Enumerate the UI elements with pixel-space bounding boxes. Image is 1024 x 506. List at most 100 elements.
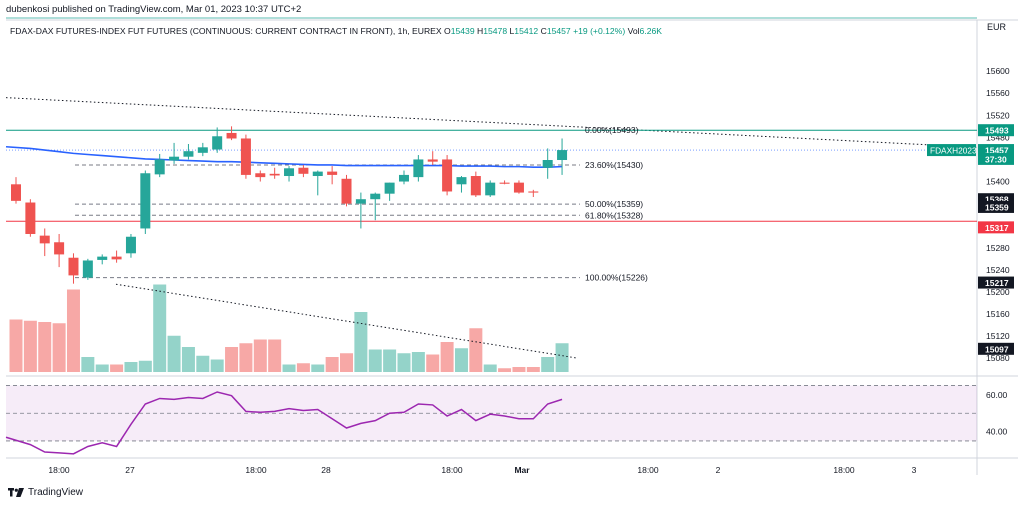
price-change: +19 (+0.12%) [573,26,626,36]
rsi-tick-label: 40.00 [986,427,1008,437]
candle [470,171,481,197]
brand-name: TradingView [28,487,84,498]
volume-bar [311,364,325,372]
candle [442,155,453,196]
y-tick-label: 15480 [986,132,1010,142]
candle-body [355,199,366,204]
candle [542,148,553,179]
candle-body [125,236,136,254]
x-tick-label: 18:00 [245,465,267,475]
candle-body [82,260,93,278]
volume-bar [181,347,195,372]
volume-bar [38,322,52,372]
candle [68,253,79,284]
ohlc-values: O15439 H15478 L15412 C15457 [444,26,573,36]
volume-bar [282,364,296,372]
volume-bar [95,364,109,372]
candle [39,228,50,257]
price-tag [978,200,1014,213]
candle-body [370,193,381,200]
candle-body [513,182,524,193]
candle-body [39,235,50,244]
candle [111,250,122,263]
candle [11,177,21,204]
candle [140,170,151,234]
candle [97,254,108,265]
candle-body [212,136,223,150]
price-tag-label: 15368 [985,195,1009,205]
volume-bar [153,284,167,372]
x-tick-label: 18:00 [833,465,855,475]
price-tag [978,152,1014,165]
candle-body [226,132,237,139]
fib-level-label: 61.80%(15328) [585,210,643,220]
candle [183,143,194,160]
candle [557,138,568,175]
price-tag [978,276,1014,289]
candle-body [11,184,21,201]
tradingview-brand: TradingView [8,487,83,498]
volume-bar [268,339,282,372]
candle [398,170,409,185]
candle [284,166,295,182]
candle-body [327,171,338,175]
y-tick-label: 15520 [986,110,1010,120]
x-tick-label: 2 [716,465,721,475]
ohlc-key-o: O [444,26,451,36]
candle [513,180,524,194]
price-tag-label: 15493 [985,126,1009,136]
volume-bar [167,335,181,372]
candle-body [485,182,496,196]
volume-bar [239,343,253,372]
candle-body [413,159,424,178]
volume-bar [23,320,37,372]
candle-body [557,150,568,161]
candle-body [298,167,309,174]
ohlc-value-o: 15439 [450,26,475,36]
symbol-title: FDAX-DAX FUTURES-INDEX FUT FUTURES (CONT… [10,26,442,36]
volume-bar [52,323,66,372]
candle [82,258,93,280]
candle-body [54,242,65,255]
candle-body [384,182,395,194]
tradingview-logo-icon [8,488,24,497]
candle-body [456,177,467,185]
volume-bar [340,353,354,372]
x-tick-label: 28 [321,465,331,475]
y-tick-label: 15240 [986,265,1010,275]
publisher-note: dubenkosi published on TradingView.com, … [6,4,302,15]
volume-label: Vol [627,26,640,36]
volume-bar [196,355,210,372]
x-tick-label: 18:00 [441,465,463,475]
candle-body [97,256,108,260]
volume-bar [225,347,239,372]
candle-body [528,191,539,193]
x-tick-label: 18:00 [48,465,70,475]
candle-body [154,159,165,175]
currency-label: EUR [987,22,1007,32]
candle [370,192,381,221]
candle-body [312,171,323,177]
price-tag [978,124,1014,137]
volume-bar [555,343,569,372]
ohlc-key-c: C [540,26,547,36]
candle-body [442,159,453,192]
volume-bar [354,312,368,372]
y-tick-label: 15160 [986,309,1010,319]
candle-body [398,174,409,182]
volume-bar [138,360,152,372]
y-tick-label: 15600 [986,66,1010,76]
ohlc-key-l: L [509,26,515,36]
volume-bar [411,352,425,372]
candle [269,167,280,179]
price-tag-label: 15359 [985,202,1009,212]
candle [327,166,338,185]
price-tag [978,221,1014,234]
rsi-tick-label: 60.00 [986,390,1008,400]
ohlc-value-l: 15412 [514,26,539,36]
y-tick-label: 15400 [986,177,1010,187]
candle-body [341,178,352,204]
candle [485,180,496,197]
volume-value: 6.26K [639,26,662,36]
